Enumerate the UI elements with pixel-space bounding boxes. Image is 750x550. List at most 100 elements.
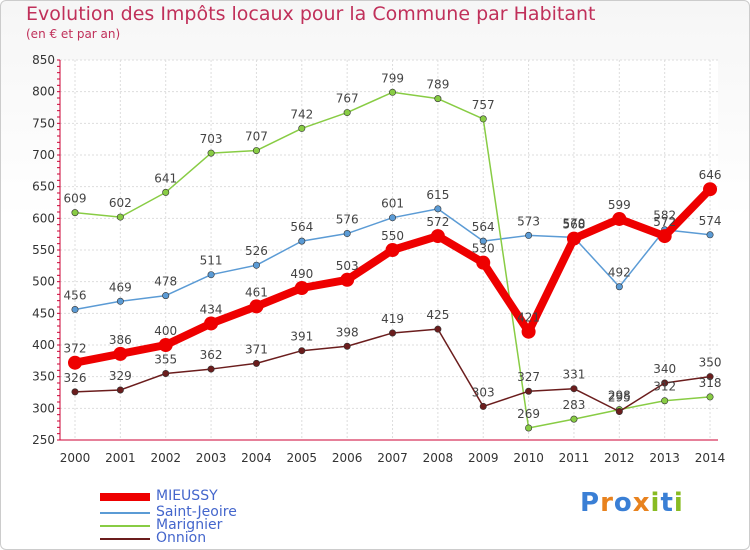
- data-label-saint-jeoire: 526: [245, 244, 268, 258]
- x-tick-label: 2013: [649, 451, 680, 465]
- data-label-onnion: 327: [517, 370, 540, 384]
- data-label-saint-jeoire: 456: [64, 289, 87, 303]
- x-tick-label: 2007: [377, 451, 408, 465]
- data-point-mieussy: [158, 338, 173, 352]
- data-point-marignier: [162, 188, 170, 196]
- data-label-mieussy: 599: [608, 198, 631, 212]
- data-point-marignier: [389, 88, 397, 96]
- data-point-marignier: [434, 95, 442, 103]
- data-label-saint-jeoire: 582: [653, 209, 676, 223]
- legend-swatch-marignier: [100, 525, 150, 527]
- data-point-onnion: [252, 359, 260, 367]
- data-point-mieussy: [113, 346, 128, 361]
- data-label-saint-jeoire: 570: [563, 216, 586, 230]
- logo-letter: o: [613, 488, 633, 518]
- data-point-mieussy: [340, 272, 355, 287]
- y-tick-label: 650: [32, 180, 55, 194]
- data-point-marignier: [343, 109, 351, 117]
- data-label-mieussy: 421: [517, 311, 540, 325]
- x-tick-label: 2001: [105, 451, 136, 465]
- legend-label-onnion: Onnion: [156, 530, 207, 546]
- logo-letter: i: [650, 488, 661, 518]
- data-label-marignier: 312: [653, 380, 676, 394]
- x-tick-label: 2010: [513, 451, 544, 465]
- logo-letter: t: [660, 488, 674, 518]
- data-label-mieussy: 372: [64, 342, 87, 356]
- data-label-marignier: 757: [472, 98, 495, 112]
- data-label-mieussy: 550: [381, 229, 404, 243]
- legend-label-saint-jeoire: Saint-Jeoire: [156, 504, 237, 520]
- data-label-onnion: 331: [563, 368, 586, 382]
- x-tick-label: 2011: [559, 451, 590, 465]
- data-label-mieussy: 572: [426, 215, 449, 229]
- data-point-saint-jeoire: [298, 237, 306, 245]
- data-point-saint-jeoire: [615, 283, 623, 291]
- data-label-mieussy: 386: [109, 333, 132, 347]
- data-point-saint-jeoire: [479, 237, 487, 245]
- logo-letter: x: [632, 488, 651, 518]
- data-point-onnion: [162, 369, 170, 377]
- data-point-onnion: [706, 373, 714, 381]
- chart-title: Evolution des Impôts locaux pour la Comm…: [26, 3, 596, 25]
- data-point-marignier: [71, 209, 79, 217]
- logo-letter: P: [580, 488, 601, 518]
- data-label-mieussy: 400: [154, 324, 177, 338]
- data-point-saint-jeoire: [525, 231, 533, 239]
- x-tick-label: 2009: [468, 451, 499, 465]
- data-label-onnion: 295: [608, 391, 631, 405]
- y-tick-label: 550: [32, 243, 55, 257]
- x-tick-label: 2006: [332, 451, 363, 465]
- data-label-mieussy: 490: [290, 267, 313, 281]
- x-tick-label: 2000: [60, 451, 91, 465]
- data-label-saint-jeoire: 564: [472, 220, 495, 234]
- data-label-onnion: 425: [426, 308, 449, 322]
- data-label-saint-jeoire: 469: [109, 280, 132, 294]
- y-tick-label: 450: [32, 306, 55, 320]
- data-label-mieussy: 646: [699, 168, 722, 182]
- data-label-saint-jeoire: 511: [200, 254, 223, 268]
- data-point-onnion: [207, 365, 215, 373]
- data-label-marignier: 742: [290, 107, 313, 121]
- data-point-saint-jeoire: [116, 297, 124, 305]
- legend-label-mieussy: MIEUSSY: [156, 488, 218, 504]
- data-label-mieussy: 530: [472, 242, 495, 256]
- data-point-marignier: [570, 415, 578, 423]
- data-label-marignier: 609: [64, 192, 87, 206]
- data-label-marignier: 799: [381, 71, 404, 85]
- y-tick-label: 850: [32, 53, 55, 67]
- data-label-marignier: 602: [109, 196, 132, 210]
- x-tick-label: 2003: [196, 451, 227, 465]
- legend-item-saint-jeoire: Saint-Jeoire: [100, 504, 400, 521]
- data-label-onnion: 398: [336, 325, 359, 339]
- data-label-onnion: 355: [154, 353, 177, 367]
- data-label-mieussy: 461: [245, 285, 268, 299]
- data-point-mieussy: [521, 324, 536, 339]
- data-label-mieussy: 572: [653, 215, 676, 229]
- legend-label-marignier: Marignier: [156, 517, 223, 533]
- data-label-onnion: 303: [472, 385, 495, 399]
- data-label-saint-jeoire: 573: [517, 214, 540, 228]
- data-point-saint-jeoire: [343, 230, 351, 238]
- data-point-marignier: [479, 115, 487, 123]
- data-label-marignier: 298: [608, 389, 631, 403]
- x-tick-label: 2014: [695, 451, 726, 465]
- data-point-onnion: [389, 329, 397, 337]
- data-label-marignier: 283: [563, 398, 586, 412]
- data-label-saint-jeoire: 564: [290, 220, 313, 234]
- data-label-marignier: 318: [699, 376, 722, 390]
- data-label-marignier: 767: [336, 92, 359, 106]
- data-point-mieussy: [566, 231, 581, 246]
- chart-subtitle: (en € et par an): [26, 27, 121, 41]
- data-point-saint-jeoire: [389, 214, 397, 222]
- data-point-onnion: [71, 388, 79, 396]
- y-tick-label: 400: [32, 338, 55, 352]
- data-point-onnion: [298, 347, 306, 355]
- x-tick-label: 2002: [150, 451, 181, 465]
- data-point-marignier: [207, 149, 215, 157]
- data-label-saint-jeoire: 615: [426, 188, 449, 202]
- data-label-onnion: 350: [699, 356, 722, 370]
- data-point-mieussy: [294, 281, 309, 295]
- y-tick-label: 700: [32, 148, 55, 162]
- data-label-saint-jeoire: 576: [336, 213, 359, 227]
